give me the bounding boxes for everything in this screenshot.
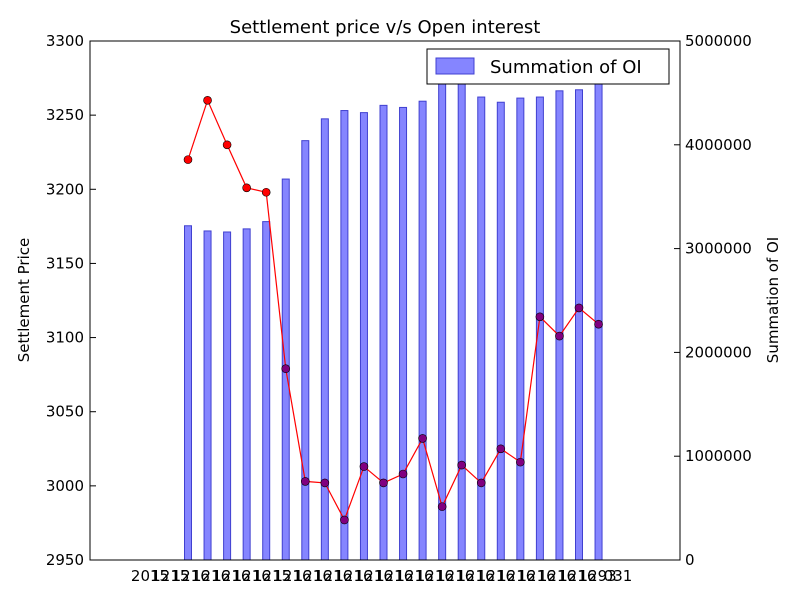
oi-bar: [223, 231, 232, 561]
settlement-price-point: [516, 457, 525, 467]
x-tick-label: 1216: [375, 567, 413, 585]
line-layer: [183, 96, 603, 525]
x-tick-label: 1216: [192, 567, 230, 585]
settlement-price-point: [437, 502, 447, 511]
settlement-price-point: [340, 515, 349, 525]
x-tick-label: 1216: [416, 567, 454, 585]
x-tick-label: 1216: [233, 567, 271, 585]
oi-bar: [340, 110, 349, 561]
y2-tick-label: 0: [685, 551, 695, 569]
y-axis-title: Settlement Price: [15, 238, 33, 363]
y-tick-label: 3100: [46, 329, 84, 347]
legend-swatch: [435, 57, 475, 75]
x-tick-label: 1216: [477, 567, 515, 585]
x-axis: 2015121512161216121612161215121612161216…: [131, 567, 632, 585]
oi-bar: [575, 89, 583, 561]
y2-tick-label: 2000000: [685, 343, 752, 361]
x-tick-label: 1216: [558, 567, 596, 585]
settlement-price-point: [457, 460, 467, 470]
legend-label: Summation of OI: [490, 57, 642, 78]
oi-bar: [418, 100, 427, 561]
x-tick-label: 1216: [518, 567, 556, 585]
y2-tick-label: 4000000: [685, 136, 752, 154]
oi-bar: [242, 228, 251, 561]
oi-bar: [203, 230, 212, 561]
x-tick-label: 1216: [212, 567, 250, 585]
y-tick-label: 3000: [46, 477, 84, 495]
x-tick-label: 1216: [172, 567, 210, 585]
y-tick-label: 3250: [46, 106, 84, 124]
settlement-price-point: [379, 478, 388, 488]
oi-bar: [320, 118, 329, 561]
y2-tick-label: 3000000: [685, 240, 752, 258]
settlement-price-point: [418, 434, 427, 443]
settlement-price-point: [281, 364, 291, 374]
oi-bar: [496, 101, 505, 561]
y2-axis-title: Summation of OI: [764, 237, 782, 363]
settlement-price-point: [359, 462, 369, 471]
x-tick-label: 1216: [273, 567, 311, 585]
y-tick-label: 3200: [46, 180, 84, 198]
oi-bar: [535, 96, 544, 561]
x-tick-label: 1216: [294, 567, 332, 585]
x-tick-label: 1216: [395, 567, 433, 585]
oi-bar: [438, 83, 447, 561]
settlement-price-point: [300, 477, 310, 486]
chart-title: Settlement price v/s Open interest: [230, 17, 541, 38]
x-tick-label: 1215: [151, 567, 189, 585]
right-axis: 0 1000000 2000000 3000000 4000000 5000000: [674, 32, 752, 569]
left-axis: 2950 3000 3050 3100 3150 3200 3250 3300: [46, 32, 96, 569]
x-tick-label: 1216: [334, 567, 372, 585]
y-tick-label: 3050: [46, 403, 84, 421]
y2-tick-label: 1000000: [685, 447, 752, 465]
settlement-price-point: [242, 183, 251, 193]
oi-bar: [184, 225, 192, 561]
settlement-price-point: [574, 303, 584, 313]
y2-tick-label: 5000000: [685, 32, 752, 50]
settlement-price-point: [535, 312, 545, 322]
settlement-price-point: [203, 96, 212, 105]
legend-box: [426, 48, 670, 85]
settlement-price-point: [594, 319, 603, 329]
oi-bar: [399, 106, 408, 561]
oi-bar: [379, 104, 388, 561]
settlement-price-point: [398, 469, 408, 479]
settlement-price-point: [222, 140, 232, 150]
x-tick-label: 031: [604, 567, 633, 585]
x-tick-label: 1293: [579, 567, 617, 585]
legend: Summation of OI: [426, 48, 670, 85]
settlement-price-point: [183, 155, 193, 164]
y-tick-label: 3150: [46, 254, 84, 272]
settlement-price-point: [320, 478, 330, 488]
x-tick-label: 1216: [497, 567, 535, 585]
oi-bar: [457, 80, 466, 561]
x-tick-label: 1215: [253, 567, 291, 585]
oi-bar: [359, 112, 368, 561]
settlement-price-line: [187, 98, 599, 522]
oi-bar: [301, 140, 310, 561]
plot-frame: [89, 40, 681, 561]
settlement-price-point: [555, 331, 564, 341]
x-tick-label: 1216: [538, 567, 576, 585]
oi-bar: [516, 97, 525, 561]
x-tick-label: 2015: [131, 567, 169, 585]
oi-bar: [555, 90, 564, 561]
settlement-price-point: [261, 187, 271, 197]
oi-bar: [262, 221, 271, 561]
settlement-price-point: [476, 478, 486, 488]
x-tick-label: 1216: [456, 567, 494, 585]
x-tick-label: 1216: [355, 567, 393, 585]
y-tick-label: 2950: [46, 551, 84, 569]
x-tick-label: 1216: [436, 567, 474, 585]
x-tick-label: 1216: [314, 567, 352, 585]
y-tick-label: 3300: [46, 32, 84, 50]
settlement-price-point: [496, 444, 506, 454]
oi-bar: [477, 96, 486, 561]
